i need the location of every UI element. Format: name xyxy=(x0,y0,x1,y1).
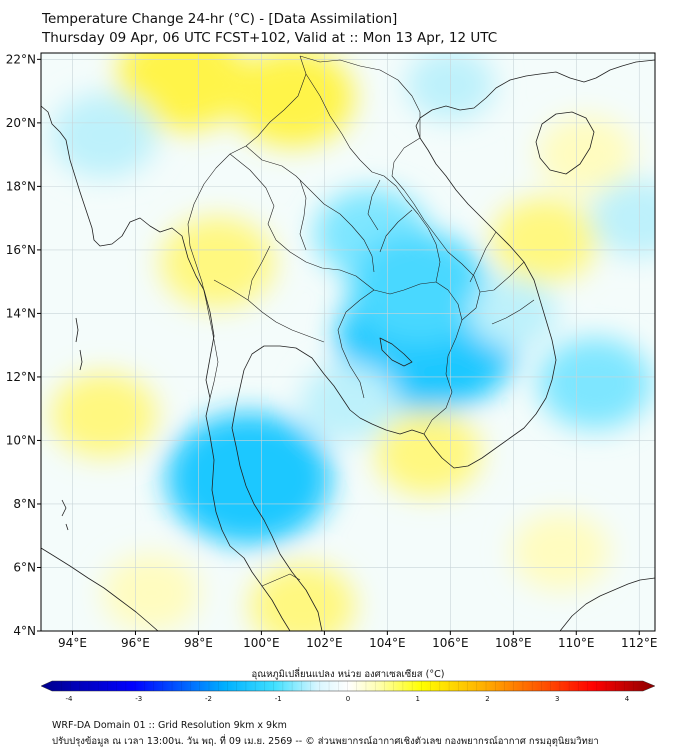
thai-cambodia-border xyxy=(337,289,375,399)
lat-tick-label: 6°N xyxy=(13,560,36,574)
field-anomaly-gulf-cool xyxy=(300,363,399,442)
axis-labels: 22°N 20°N 18°N 16°N 14°N 12°N 10°N 8°N 6°N 4°N 94°… xyxy=(6,52,658,650)
colorbar-tick-label: -4 xyxy=(66,695,74,703)
thai-malaysia-border xyxy=(261,573,301,587)
lao-provinces xyxy=(367,179,413,253)
thai-provinces-2 xyxy=(245,145,375,273)
china-border xyxy=(299,55,421,138)
lon-tick-label: 100°E xyxy=(243,636,280,650)
lon-tick-label: 96°E xyxy=(121,636,150,650)
footer-credit: ปรับปรุงข้อมูล ณ เวลา 13:00น. วัน พฤ. ที… xyxy=(52,736,599,747)
field-anomaly-far-east-cool xyxy=(590,179,655,258)
field-anomaly-scs-cool xyxy=(537,337,653,430)
lao-vietnam-border xyxy=(391,137,481,321)
field-anomaly-south-china-sea-warm xyxy=(491,197,598,283)
colorbar-tick-label: 1 xyxy=(416,695,420,703)
field-anomaly-peninsula-cool xyxy=(166,412,332,545)
gulf-west-coast xyxy=(231,345,425,631)
colorbar-tick-label: 4 xyxy=(625,695,630,703)
thai-provinces-1 xyxy=(229,153,375,291)
tonle-sap-lake xyxy=(379,337,413,367)
map-title: Temperature Change 24-hr (°C) - [Data As… xyxy=(42,11,398,27)
lon-tick-label: 110°E xyxy=(558,636,595,650)
footer-model-info: WRF-DA Domain 01 :: Grid Resolution 9km … xyxy=(52,720,287,731)
colorbar: อุณหภูมิเปลี่ยนแปลง หน่วย องศาเซลเซียส (… xyxy=(40,667,656,703)
lat-tick-label: 4°N xyxy=(13,624,36,638)
field-anomaly-west-myanmar-cool xyxy=(50,93,157,178)
field-anomaly-north-warm xyxy=(116,53,249,131)
lat-tick-label: 10°N xyxy=(6,433,36,447)
andaman-islands xyxy=(61,317,83,531)
graticule xyxy=(41,53,655,631)
map-frame xyxy=(40,52,656,632)
lat-tick-label: 20°N xyxy=(6,116,36,130)
lat-tick-label: 22°N xyxy=(6,52,36,66)
colorbar-tick-label: 3 xyxy=(555,695,559,703)
coastlines xyxy=(41,59,655,631)
hainan-island xyxy=(535,111,595,175)
cambodia-vietnam-border xyxy=(423,281,463,435)
colorbar-segments xyxy=(61,681,634,691)
lat-tick-label: 8°N xyxy=(13,497,36,511)
field-anomaly-north-myanmar-warm xyxy=(231,53,355,147)
colorbar-tick-label: -3 xyxy=(135,695,142,703)
sumatra-tip xyxy=(41,547,159,631)
colorbar-labels: -4 -3 -2 -1 0 1 2 3 4 xyxy=(66,695,630,703)
thai-provinces-3 xyxy=(213,279,325,343)
myanmar-west-coast xyxy=(41,105,291,631)
vietnam-provinces xyxy=(469,231,535,325)
lon-tick-label: 98°E xyxy=(184,636,213,650)
borneo-tip xyxy=(559,577,655,631)
lon-tick-label: 94°E xyxy=(58,636,87,650)
lon-tick-label: 104°E xyxy=(369,636,406,650)
thai-lao-border xyxy=(305,73,441,295)
lon-tick-label: 106°E xyxy=(432,636,469,650)
field-anomaly-malaysia-warm xyxy=(102,553,200,631)
field-anomaly-central-thai-warm xyxy=(160,216,275,309)
colorbar-tick-label: 0 xyxy=(346,695,350,703)
lat-tick-label: 16°N xyxy=(6,243,36,257)
colorbar-ramp xyxy=(40,680,656,692)
colorbar-tick-label: 2 xyxy=(485,695,489,703)
field-anomaly-southeast-warm xyxy=(511,512,610,591)
lon-tick-label: 102°E xyxy=(306,636,343,650)
field-anomaly-andaman-warm xyxy=(50,372,157,458)
colorbar-tick-label: -2 xyxy=(205,695,212,703)
country-borders xyxy=(187,55,535,587)
field-anomaly-mekong-delta-warm xyxy=(375,410,482,496)
lon-tick-label: 112°E xyxy=(621,636,658,650)
myanmar-thai-border xyxy=(187,55,307,399)
lat-tick-label: 14°N xyxy=(6,306,36,320)
lat-tick-label: 12°N xyxy=(6,370,36,384)
thai-provinces-4 xyxy=(247,179,307,301)
vietnam-south-coast xyxy=(415,59,655,469)
lon-tick-label: 108°E xyxy=(495,636,532,650)
colorbar-title: อุณหภูมิเปลี่ยนแปลง หน่วย องศาเซลเซียส (… xyxy=(252,667,445,680)
lat-tick-label: 18°N xyxy=(6,179,36,193)
colorbar-tick-label: -1 xyxy=(275,695,282,703)
map-subtitle: Thursday 09 Apr, 06 UTC FCST+102, Valid … xyxy=(42,30,498,46)
field-anomaly-cambodia-cool-north xyxy=(348,232,489,345)
temperature-field xyxy=(41,53,655,631)
